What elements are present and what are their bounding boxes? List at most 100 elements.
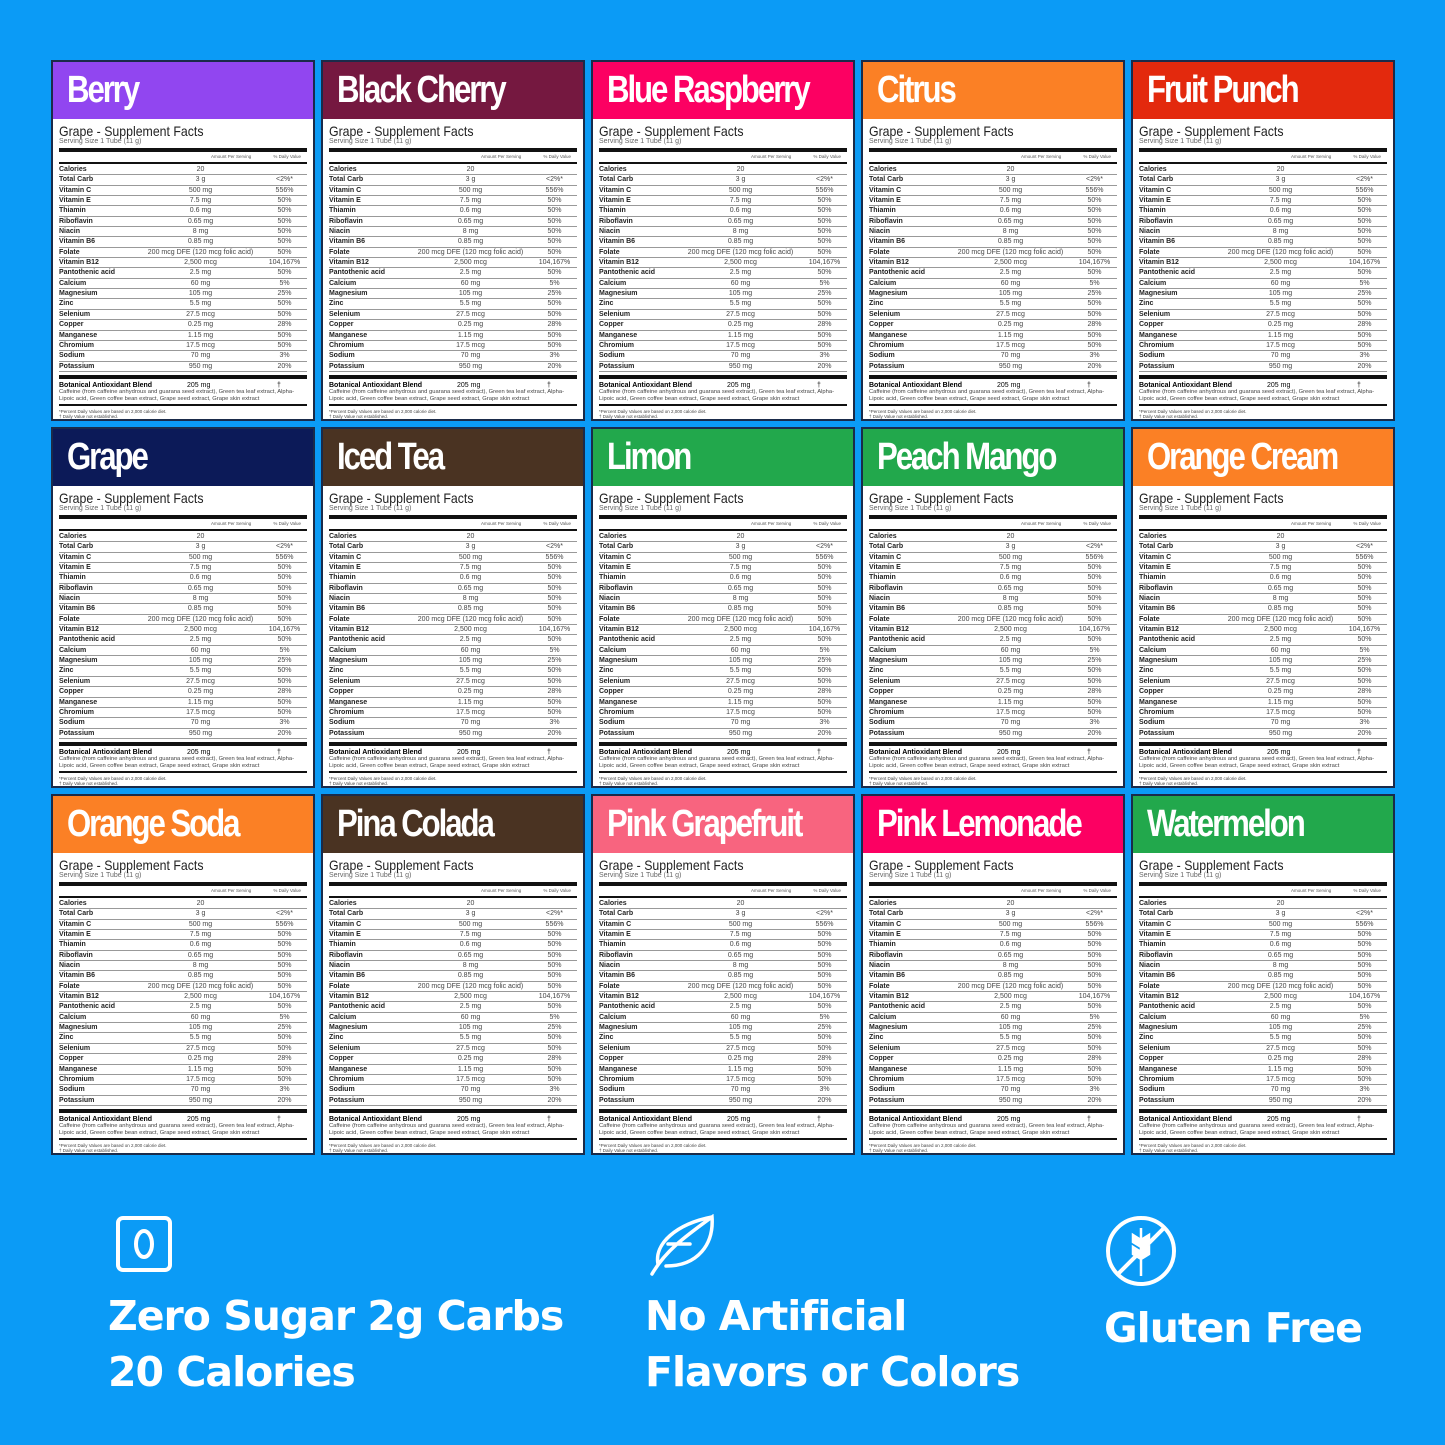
facts-row: Copper 0.25 mg 28% — [869, 687, 1117, 698]
col-amount: Amount Per Serving — [1021, 521, 1062, 526]
nutrient-dv: 28% — [1357, 321, 1372, 329]
nutrient-dv: 5% — [819, 279, 830, 287]
flavor-header: Iced Tea — [323, 429, 583, 486]
facts-row: Calcium 60 mg 5% — [869, 1013, 1117, 1024]
facts-row: Sodium 70 mg 3% — [869, 1085, 1117, 1096]
facts-row: Chromium 17.5 mcg 50% — [869, 1075, 1117, 1086]
col-dv: % Daily Value — [1353, 521, 1381, 526]
facts-row: Folate 200 mcg DFE (120 mcg folic acid) 50… — [59, 248, 307, 259]
nutrient-amount: 20 — [196, 533, 205, 540]
blend-description: Caffeine (from caffeine anhydrous and gu… — [59, 755, 295, 769]
facts-row: Vitamin E 7.5 mg 50% — [59, 930, 307, 941]
nutrient-dv: 5% — [1359, 279, 1370, 287]
serving-size: Serving Size 1 Tube (11 g) — [329, 872, 412, 879]
nutrient-dv: 50% — [1087, 564, 1102, 572]
nutrient-dv: 50% — [277, 982, 292, 990]
footnote: † Daily Value not established. — [869, 1147, 928, 1153]
nutrient-amount: 0.6 mg — [1269, 574, 1292, 582]
nutrient-name: Vitamin C — [869, 920, 902, 928]
nutrient-dv: 50% — [277, 228, 292, 236]
nutrient-name: Chromium — [599, 708, 634, 716]
nutrient-dv: 50% — [817, 1034, 832, 1042]
nutrient-dv: 50% — [817, 197, 832, 205]
blend-dv: † — [817, 748, 821, 756]
nutrient-amount: 950 mg — [188, 729, 213, 737]
facts-row: Selenium 27.5 mcg 50% — [59, 1044, 307, 1055]
nutrient-name: Pantothenic acid — [1139, 636, 1196, 644]
nutrient-dv: 50% — [547, 636, 562, 644]
nutrient-dv: 50% — [1357, 951, 1372, 959]
divider — [329, 1137, 577, 1140]
nutrient-amount: 105 mg — [1268, 290, 1293, 298]
facts-row: Total Carb 3 g <2%* — [869, 542, 1117, 553]
nutrient-dv: 556% — [1355, 186, 1374, 194]
facts-row: Pantothenic acid 2.5 mg 50% — [869, 1002, 1117, 1013]
facts-row: Vitamin B12 2,500 mcg 104,167% — [59, 992, 307, 1003]
nutrient-name: Selenium — [59, 1044, 91, 1052]
nutrient-name: Calcium — [869, 1013, 897, 1021]
blend-row: Botanical Antioxidant Blend 205 mg † — [869, 382, 1117, 389]
nutrient-amount: 27.5 mcg — [456, 1044, 485, 1052]
nutrient-amount: 2.5 mg — [729, 269, 752, 277]
facts-row: Potassium 950 mg 20% — [599, 729, 847, 739]
nutrient-name: Chromium — [869, 708, 904, 716]
nutrient-dv: 50% — [277, 677, 292, 685]
footnote: † Daily Value not established. — [59, 780, 118, 786]
nutrient-name: Folate — [1139, 615, 1160, 623]
footnote: *Percent Daily Values are based on 2,000… — [869, 1142, 977, 1148]
nutrient-amount: 20 — [466, 900, 475, 907]
nutrient-amount: 950 mg — [458, 1096, 483, 1104]
nutrient-name: Folate — [59, 982, 80, 990]
facts-row: Vitamin B6 0.85 mg 50% — [869, 237, 1117, 248]
nutrient-name: Niacin — [329, 595, 351, 603]
facts-row: Total Carb 3 g <2%* — [599, 175, 847, 186]
facts-row: Magnesium 105 mg 25% — [59, 656, 307, 667]
supplement-facts: Grape - Supplement Facts Serving Size 1 … — [593, 486, 853, 786]
nutrient-amount: 1.15 mg — [727, 1065, 754, 1073]
nutrient-name: Potassium — [1139, 729, 1175, 737]
nutrient-name: Vitamin E — [329, 197, 361, 205]
nutrient-dv: 3% — [819, 1086, 830, 1094]
divider — [1139, 1108, 1387, 1113]
nutrient-amount: 500 mg — [728, 186, 753, 194]
nutrient-dv: 28% — [1357, 688, 1372, 696]
facts-row: Copper 0.25 mg 28% — [599, 687, 847, 698]
nutrient-dv: 5% — [279, 646, 290, 654]
divider — [869, 515, 1117, 519]
divider — [599, 1108, 847, 1113]
facts-row: Vitamin C 500 mg 556% — [59, 186, 307, 197]
nutrient-amount: 105 mg — [188, 1024, 213, 1032]
nutrient-name: Potassium — [59, 729, 95, 737]
facts-row: Folate 200 mcg DFE (120 mcg folic acid) 50… — [1139, 248, 1387, 259]
facts-row: Calories 20 — [599, 532, 847, 543]
nutrient-name: Vitamin E — [599, 197, 631, 205]
divider — [329, 770, 577, 773]
flavor-name: Limon — [607, 436, 692, 478]
nutrient-name: Niacin — [1139, 962, 1161, 970]
facts-title: Grape - Supplement Facts — [329, 857, 474, 873]
facts-row: Riboflavin 0.65 mg 50% — [329, 951, 577, 962]
nutrient-name: Folate — [599, 248, 620, 256]
nutrient-dv: 50% — [817, 982, 832, 990]
nutrient-name: Chromium — [599, 341, 634, 349]
footnote: † Daily Value not established. — [329, 780, 388, 786]
nutrient-amount: 5.5 mg — [999, 667, 1022, 675]
col-amount: Amount Per Serving — [211, 154, 252, 159]
nutrient-name: Vitamin B12 — [1139, 259, 1179, 267]
facts-row: Sodium 70 mg 3% — [329, 351, 577, 362]
facts-row: Thiamin 0.6 mg 50% — [869, 573, 1117, 584]
nutrient-dv: 50% — [1357, 941, 1372, 949]
facts-row: Calcium 60 mg 5% — [599, 646, 847, 657]
nutrient-dv: 50% — [1357, 564, 1372, 572]
nutrient-dv: 50% — [1357, 228, 1372, 236]
nutrient-dv: 50% — [1087, 1065, 1102, 1073]
nutrient-amount: 17.5 mcg — [456, 341, 485, 349]
nutrient-dv: 50% — [1357, 708, 1372, 716]
nutrient-amount: 500 mg — [188, 186, 213, 194]
nutrient-name: Calories — [1139, 166, 1167, 173]
nutrient-name: Manganese — [59, 698, 98, 706]
nutrient-name: Selenium — [1139, 677, 1171, 685]
facts-row: Pantothenic acid 2.5 mg 50% — [329, 1002, 577, 1013]
nutrient-name: Sodium — [599, 1086, 625, 1094]
nutrient-amount: 1.15 mg — [1267, 698, 1294, 706]
